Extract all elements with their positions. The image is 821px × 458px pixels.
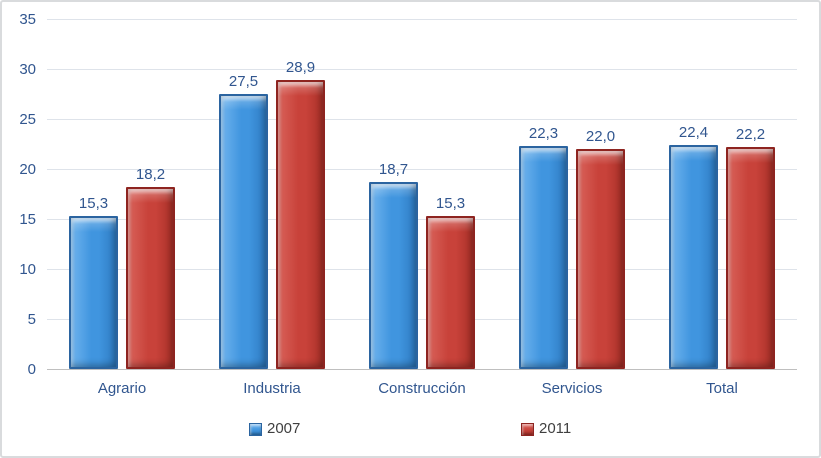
legend-swatch-2007 [249,422,262,436]
bar-2011 [576,149,625,369]
x-category-label: Construcción [378,380,466,397]
y-tick-label: 35 [19,11,36,28]
gridline [47,69,797,70]
y-tick-label: 20 [19,161,36,178]
x-category-label: Industria [243,380,301,397]
bar-group-2: 27,5 28,9 [197,59,347,369]
bar-value-label: 22,2 [735,126,766,143]
legend-label: 2007 [267,420,301,437]
gridline [47,19,797,20]
legend-swatch-2011 [521,422,534,436]
legend: 2007 2011 [2,421,819,443]
bar-group-3: 18,7 15,3 [347,161,497,369]
y-tick-label: 25 [19,111,36,128]
gridline [47,269,797,270]
gridline [47,319,797,320]
gridline [47,119,797,120]
bar-2011 [276,80,325,369]
bar-group-1: 15,3 18,2 [47,166,197,369]
gridline [47,219,797,220]
x-category-label: Agrario [97,380,147,397]
bar-2011 [126,187,175,369]
x-axis: Agrario Industria Construcción Servicios Tot… [47,380,797,402]
bar-group-5: 22,4 22,2 [647,124,797,369]
bar-value-label: 28,9 [285,59,316,76]
legend-item-2007: 2007 [249,421,300,437]
legend-item-2011: 2011 [521,421,571,437]
bar-2007 [669,145,718,369]
bar-col: 15,3 [69,195,118,369]
x-category-label: Total [706,380,738,397]
bar-col: 18,7 [369,161,418,369]
bar-2007 [69,216,118,369]
bar-value-label: 27,5 [228,73,259,90]
bar-2007 [519,146,568,369]
bar-value-label: 18,2 [135,166,166,183]
gridline [47,169,797,170]
y-tick-label: 5 [27,311,36,328]
bar-col: 22,2 [726,126,775,369]
bar-group-4: 22,3 22,0 [497,125,647,369]
bar-col: 18,2 [126,166,175,369]
bar-value-label: 22,4 [678,124,709,141]
bar-col: 22,3 [519,125,568,369]
x-category-label: Servicios [541,380,603,397]
bar-col: 15,3 [426,195,475,369]
bar-value-label: 15,3 [78,195,109,212]
bar-value-label: 15,3 [435,195,466,212]
y-axis: 0 5 10 15 20 25 30 35 [2,11,36,380]
bar-col: 22,0 [576,128,625,369]
y-tick-label: 0 [27,361,36,378]
bar-col: 27,5 [219,73,268,369]
bar-col: 28,9 [276,59,325,369]
y-tick-label: 15 [19,211,36,228]
bar-2007 [219,94,268,369]
bar-value-label: 18,7 [378,161,409,178]
y-tick-label: 10 [19,261,36,278]
legend-label: 2011 [539,420,572,437]
y-tick-label: 30 [19,61,36,78]
bar-value-label: 22,0 [585,128,616,145]
bar-2011 [426,216,475,369]
bar-col: 22,4 [669,124,718,369]
plot-area: 15,3 18,2 27,5 28,9 18,7 15,3 22,3 22,0 22,4 22,2 [47,19,797,370]
bar-2007 [369,182,418,369]
bar-value-label: 22,3 [528,125,559,142]
bar-2011 [726,147,775,369]
